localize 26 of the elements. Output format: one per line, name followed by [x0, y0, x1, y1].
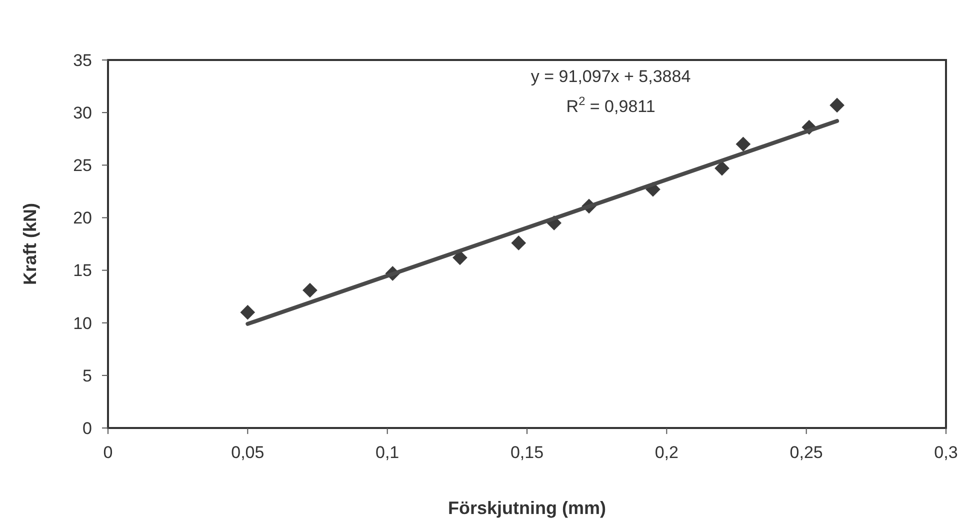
- annotation: R$^{2}$ = 0,9811: [566, 94, 656, 116]
- y-tick-label: 35: [73, 50, 92, 70]
- point: [302, 282, 318, 298]
- y-tick-label: 15: [73, 261, 92, 280]
- y-tick-label: 10: [73, 314, 92, 333]
- annotation: y = 91,097x + 5,3884: [530, 67, 691, 86]
- x-tick-label: 0,05: [231, 443, 264, 462]
- y-tick-label: 5: [82, 366, 92, 386]
- y-tick-label: 0: [82, 418, 92, 438]
- y-axis-title: Kraft (kN): [20, 202, 40, 286]
- point: [714, 160, 730, 176]
- point: [511, 236, 526, 250]
- point: [830, 98, 844, 113]
- x-axis-title: Förskjutning (mm): [448, 498, 606, 518]
- x-tick-label: 0,2: [654, 443, 678, 462]
- point: [736, 136, 751, 152]
- y-tick-label: 20: [73, 208, 92, 228]
- x-tick-label: 0,15: [510, 443, 544, 462]
- point: [240, 304, 256, 320]
- point: [452, 250, 468, 266]
- y-tick-label: 25: [73, 156, 92, 176]
- x-tick-label: 0,1: [376, 443, 400, 462]
- x-tick-label: 0,25: [790, 443, 823, 462]
- y-tick-label: 30: [73, 104, 92, 123]
- x-tick-label: 0,3: [934, 443, 958, 462]
- x-tick-label: 0: [103, 443, 113, 462]
